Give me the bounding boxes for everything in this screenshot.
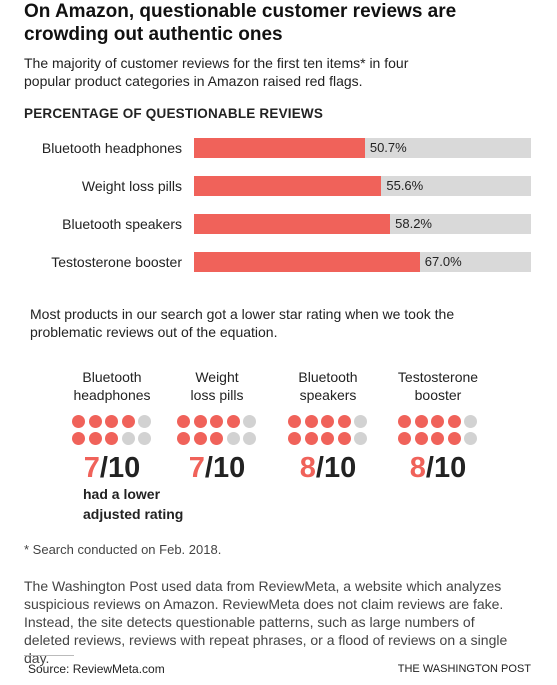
rating-dot bbox=[321, 415, 334, 428]
rating-dot bbox=[105, 432, 118, 445]
rating-dot bbox=[337, 432, 351, 445]
rating-dot bbox=[193, 432, 207, 445]
rating-dot bbox=[321, 432, 334, 445]
rating-dot bbox=[243, 432, 256, 445]
score-max: /10 bbox=[204, 452, 246, 484]
score-number: 7 bbox=[83, 452, 100, 484]
bar bbox=[194, 214, 391, 234]
rating-label: speakers bbox=[299, 387, 357, 403]
rating-dot bbox=[88, 432, 102, 445]
rating-dot bbox=[337, 415, 351, 428]
rating-dot bbox=[105, 415, 118, 428]
source-rule bbox=[24, 655, 74, 656]
rating-score: 7/10 bbox=[157, 452, 277, 484]
rating-dot bbox=[177, 415, 190, 428]
rating-dot bbox=[464, 432, 477, 445]
score-max: /10 bbox=[425, 452, 467, 484]
value-label: 67.0% bbox=[424, 254, 462, 269]
rating-dot bbox=[121, 432, 135, 445]
rating-dot bbox=[210, 432, 223, 445]
description: The Washington Post used data from Revie… bbox=[24, 578, 508, 666]
rating-dot bbox=[431, 415, 444, 428]
rating-dot bbox=[226, 432, 240, 445]
category-label: Weight loss pills bbox=[81, 178, 182, 194]
rating-score: 7/10 bbox=[52, 452, 172, 484]
value-label: 55.6% bbox=[386, 178, 424, 193]
rating-dot bbox=[447, 432, 461, 445]
rating-dot bbox=[288, 432, 301, 445]
category-label: Bluetooth speakers bbox=[62, 216, 182, 232]
rating-dot bbox=[288, 415, 301, 428]
rating-dot bbox=[243, 415, 256, 428]
rating-dot bbox=[354, 415, 367, 428]
rating-label: loss pills bbox=[190, 387, 244, 403]
rating-dot bbox=[447, 415, 461, 428]
bar bbox=[194, 176, 382, 196]
score-number: 7 bbox=[188, 452, 205, 484]
rating-dot bbox=[226, 415, 240, 428]
rating-dot bbox=[72, 415, 85, 428]
rating-annotation: adjusted rating bbox=[83, 506, 184, 522]
score-number: 8 bbox=[299, 452, 316, 484]
ratings-intro: Most products in our search got a lower … bbox=[30, 306, 455, 340]
rating-dot bbox=[464, 415, 477, 428]
score-number: 8 bbox=[409, 452, 426, 484]
subtitle: The majority of customer reviews for the… bbox=[24, 55, 409, 89]
rating-dot bbox=[193, 415, 207, 428]
bar bbox=[194, 252, 420, 272]
score-max: /10 bbox=[315, 452, 357, 484]
footnote: * Search conducted on Feb. 2018. bbox=[24, 542, 222, 557]
rating-dot bbox=[304, 432, 318, 445]
rating-dot bbox=[398, 432, 411, 445]
rating-annotation: had a lower bbox=[83, 486, 161, 502]
rating-label: Bluetooth bbox=[298, 369, 358, 385]
rating-dot bbox=[414, 432, 428, 445]
category-label: Testosterone booster bbox=[51, 254, 182, 270]
rating-dot bbox=[121, 415, 135, 428]
rating-score: 8/10 bbox=[378, 452, 498, 484]
rating-score: 8/10 bbox=[268, 452, 388, 484]
value-label: 58.2% bbox=[395, 216, 432, 231]
rating-dot bbox=[210, 415, 223, 428]
rating-dot bbox=[354, 432, 367, 445]
rating-dot bbox=[138, 415, 151, 428]
title: On Amazon, questionable customer reviews… bbox=[24, 1, 457, 45]
category-label: Bluetooth headphones bbox=[41, 140, 182, 156]
bar bbox=[194, 138, 365, 158]
rating-dot bbox=[304, 415, 318, 428]
credit: THE WASHINGTON POST bbox=[397, 663, 531, 675]
rating-dot bbox=[431, 432, 444, 445]
rating-label: headphones bbox=[73, 387, 151, 403]
chart-title: PERCENTAGE OF QUESTIONABLE REVIEWS bbox=[24, 106, 324, 121]
rating-dot bbox=[72, 432, 85, 445]
rating-label: Bluetooth bbox=[82, 369, 142, 385]
rating-dot bbox=[414, 415, 428, 428]
score-max: /10 bbox=[99, 452, 141, 484]
rating-label: Testosterone bbox=[397, 369, 479, 385]
rating-dot bbox=[177, 432, 190, 445]
rating-dot bbox=[88, 415, 102, 428]
value-label: 50.7% bbox=[369, 140, 407, 155]
rating-dot bbox=[138, 432, 151, 445]
source: Source: ReviewMeta.com bbox=[28, 662, 165, 676]
rating-label: Weight bbox=[195, 369, 239, 385]
rating-dot bbox=[398, 415, 411, 428]
rating-label: booster bbox=[414, 387, 462, 403]
